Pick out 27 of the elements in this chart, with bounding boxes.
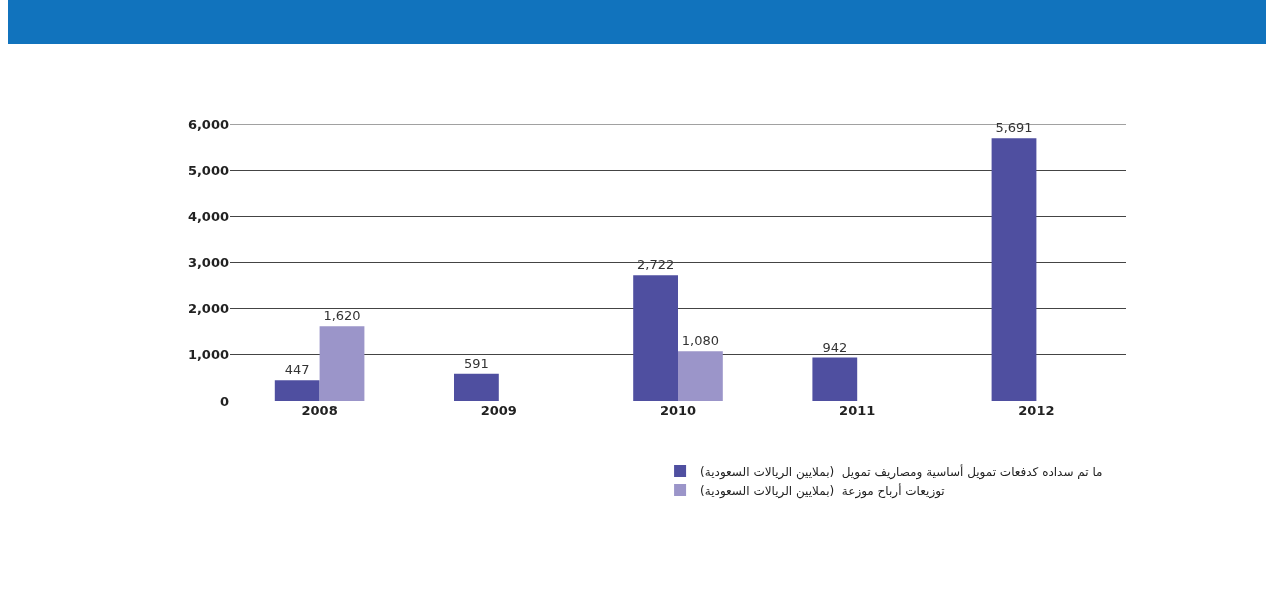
bar: [454, 373, 499, 401]
y-tick-label: 6,000: [187, 116, 229, 132]
data-label: 447: [284, 362, 310, 378]
x-tick-label: 2011: [839, 403, 876, 418]
data-label: 1,080: [681, 333, 720, 349]
y-tick-label: 4,000: [187, 208, 229, 224]
x-tick-label: 2012: [1018, 403, 1055, 418]
bar: [812, 357, 858, 401]
data-label: 1,620: [323, 308, 361, 324]
bar: [633, 275, 678, 401]
bar: [678, 351, 723, 401]
y-tick-label: 3,000: [187, 255, 229, 271]
bar: [274, 380, 320, 401]
data-label: 591: [463, 355, 489, 371]
legend-label: توزيعات أرباح موزعة (بملايين الريالات السعودية): [700, 482, 945, 499]
data-label: 5,691: [995, 120, 1033, 136]
bar: [991, 138, 1037, 401]
data-label: 942: [822, 339, 848, 355]
x-tick-label: 2009: [480, 403, 517, 418]
y-tick-label: 0: [219, 393, 229, 409]
x-tick-label: 2010: [659, 403, 697, 418]
y-tick-label: 5,000: [187, 162, 229, 178]
legend-label: ما تم سداده كدفعات تمويل أساسية ومصاريف تمويل (بملايين الريالات السعودية): [700, 463, 1103, 480]
y-tick-label: 2,000: [187, 301, 229, 317]
bar: [319, 326, 365, 401]
x-tick-label: 2008: [301, 403, 338, 418]
y-tick-label: 1,000: [187, 347, 229, 363]
